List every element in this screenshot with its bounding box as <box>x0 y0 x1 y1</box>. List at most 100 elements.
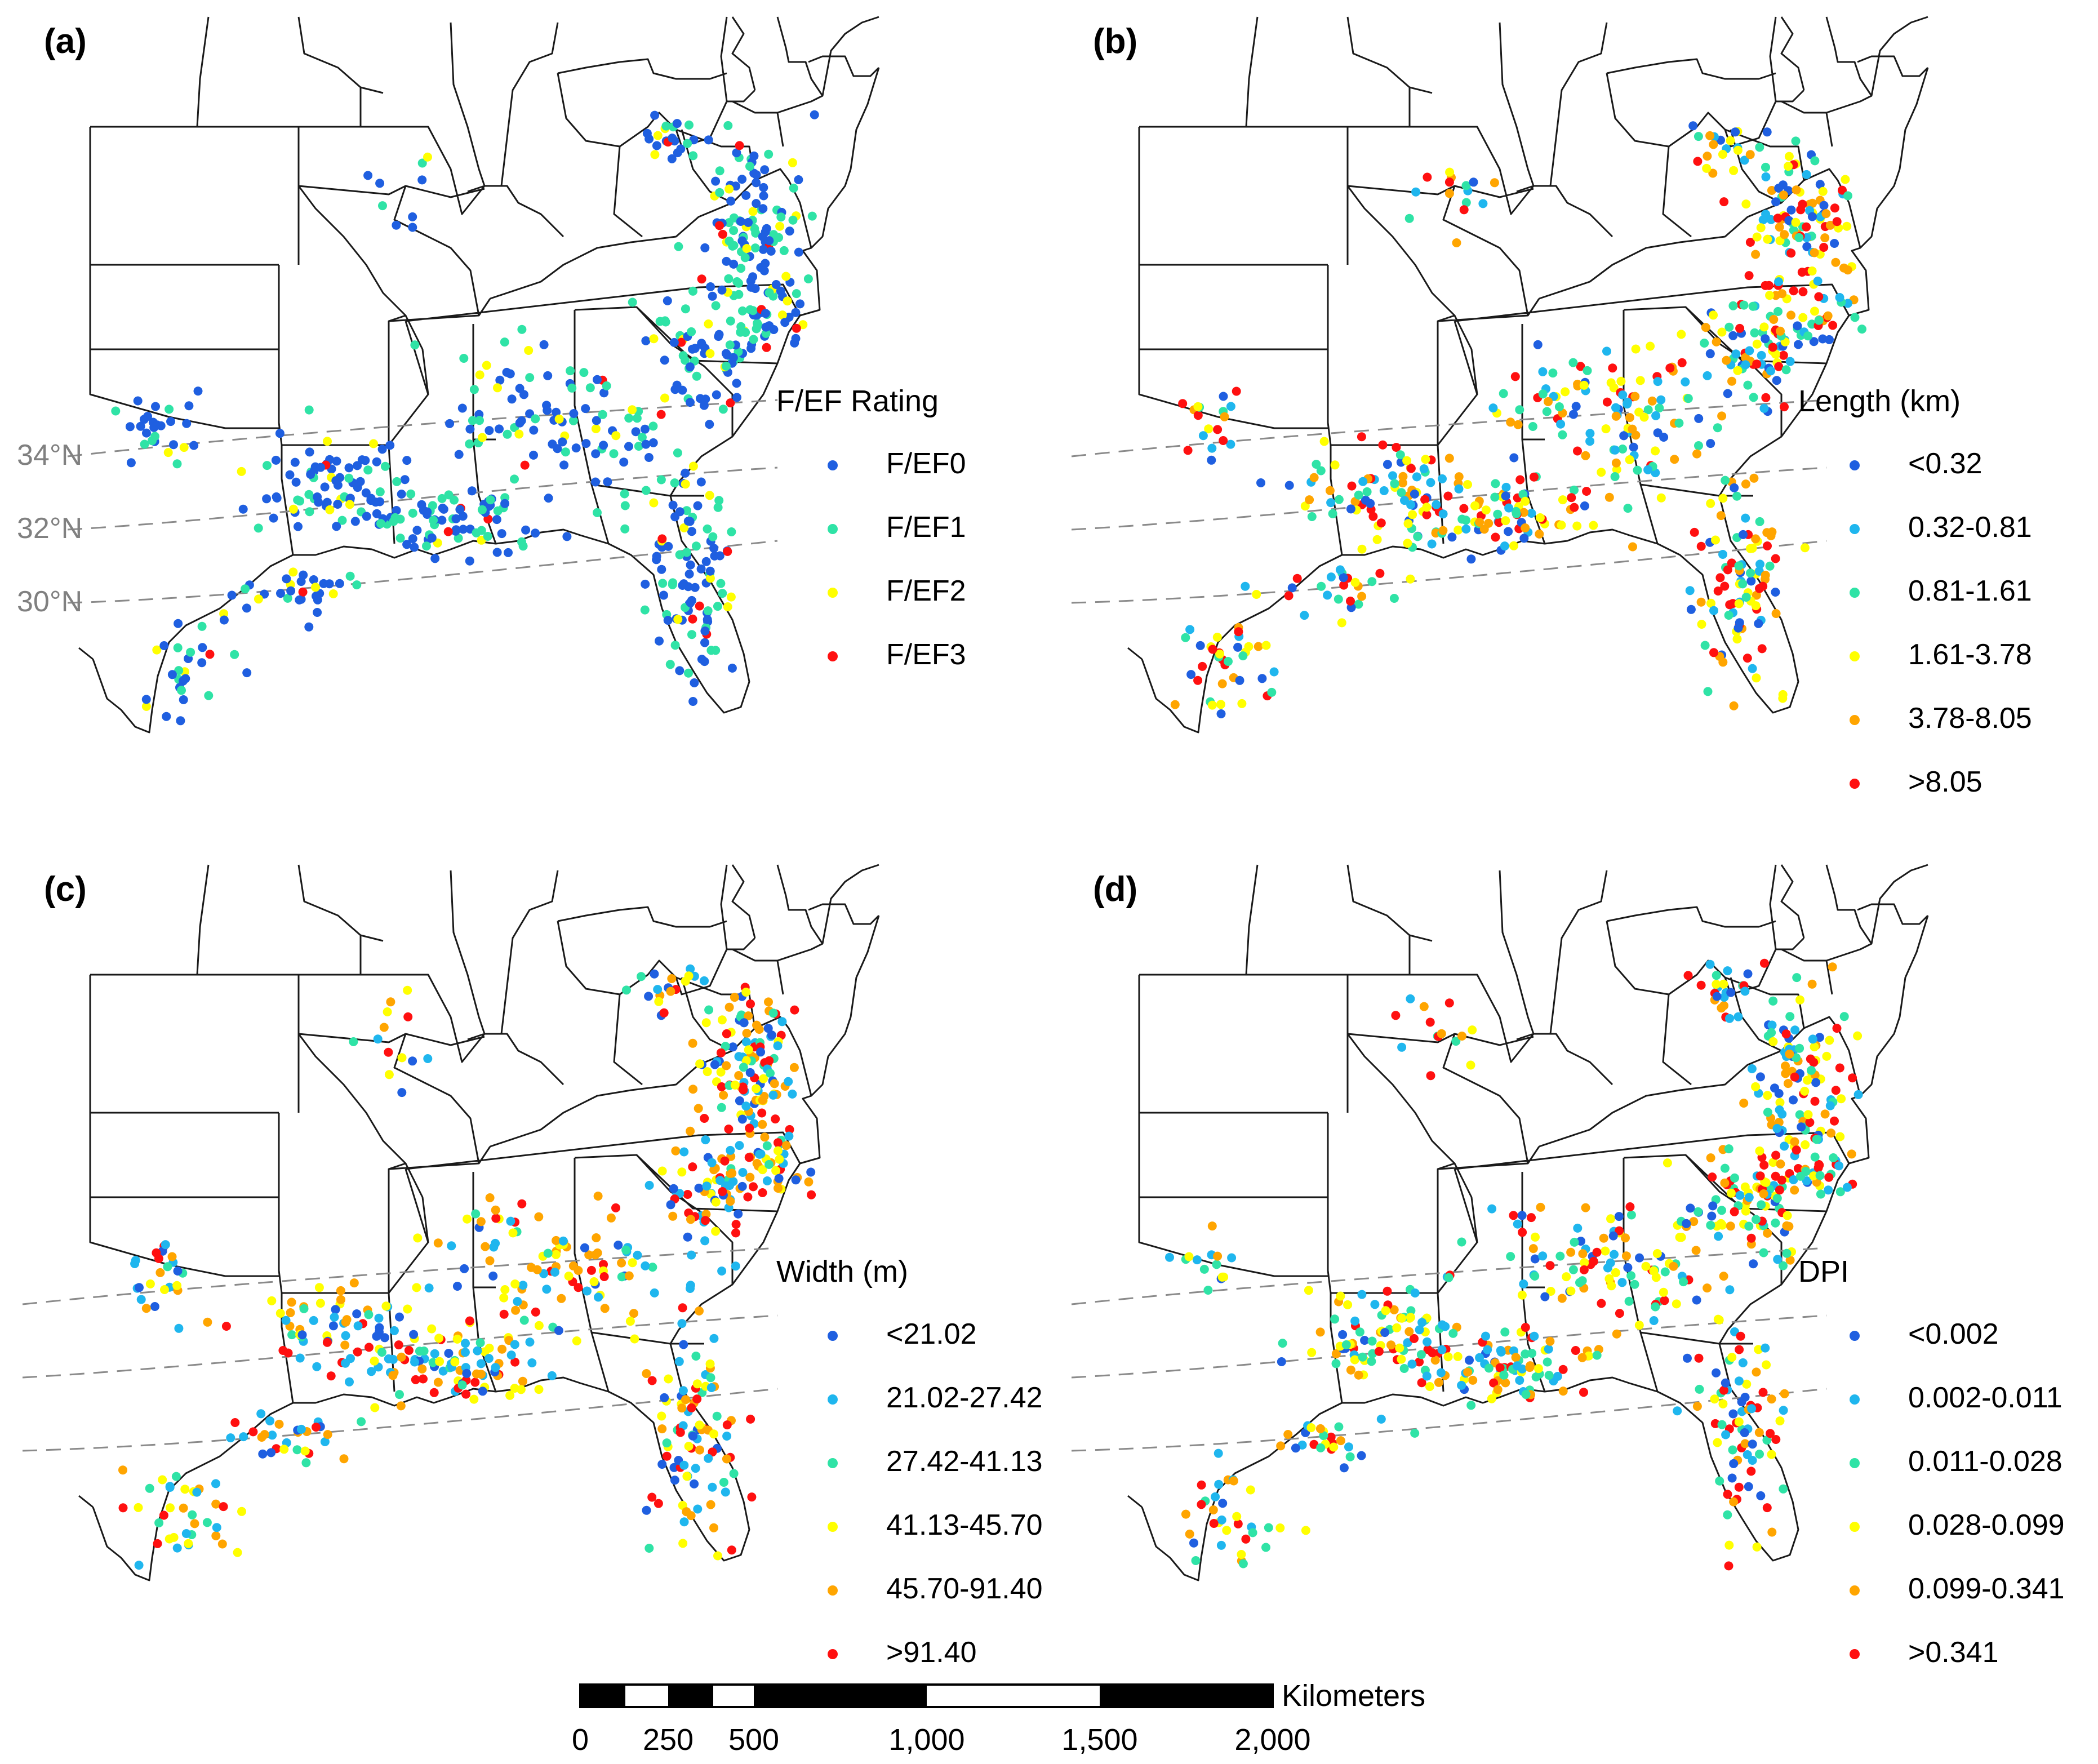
event-dot <box>1212 1260 1221 1269</box>
event-dot <box>593 508 602 517</box>
event-dot <box>1740 1393 1750 1402</box>
event-dot <box>1511 1353 1521 1362</box>
event-dot <box>1554 402 1564 411</box>
event-dot <box>675 1428 685 1437</box>
event-dot <box>581 404 590 414</box>
event-dot <box>1585 429 1595 438</box>
event-dot <box>403 1304 412 1314</box>
event-dot <box>1745 544 1755 553</box>
event-dot <box>666 987 675 996</box>
event-dot <box>283 1348 293 1358</box>
event-dot <box>758 245 768 254</box>
event-dot <box>377 445 387 454</box>
event-dot <box>375 1323 384 1332</box>
event-dot <box>1803 1076 1812 1085</box>
event-dot <box>227 590 237 600</box>
event-dot <box>1794 340 1803 349</box>
legend-swatch-c-5 <box>828 1649 838 1659</box>
event-dot <box>1570 485 1579 495</box>
legend-label-b-5: >8.05 <box>1908 766 1983 798</box>
event-dot <box>1350 577 1360 587</box>
event-dot <box>230 650 239 659</box>
event-dot <box>1572 521 1582 531</box>
event-dot <box>1493 509 1503 519</box>
event-dot <box>1789 286 1798 296</box>
event-dot <box>1234 627 1243 637</box>
legend-label-c-5: >91.40 <box>886 1636 977 1669</box>
event-dot <box>256 1409 266 1419</box>
event-dot <box>524 346 534 355</box>
event-dot <box>1608 1231 1618 1241</box>
event-dot <box>1628 424 1637 434</box>
scale-seg-1 <box>580 1685 625 1707</box>
event-dot <box>1810 1042 1819 1052</box>
legend-b: Length (km)<0.320.32-0.810.81-1.611.61-3… <box>1798 384 2032 798</box>
legend-label-c-4: 45.70-91.40 <box>886 1572 1043 1605</box>
event-dot <box>668 580 677 589</box>
event-dot <box>771 280 781 289</box>
event-dot <box>417 1364 427 1374</box>
event-dot <box>1755 1146 1764 1156</box>
event-dot <box>510 1279 520 1288</box>
event-dot <box>1745 238 1755 247</box>
event-dot <box>1198 661 1207 671</box>
event-dot <box>1515 1376 1524 1385</box>
event-dot <box>1610 445 1620 455</box>
event-dot <box>1582 487 1592 496</box>
event-dot <box>715 221 724 230</box>
event-dot <box>1766 366 1775 376</box>
event-dot <box>711 176 721 186</box>
event-dot <box>1235 676 1244 685</box>
event-dot <box>1767 1028 1776 1037</box>
event-dot <box>459 525 468 534</box>
event-dot <box>544 494 553 503</box>
event-dot <box>155 1268 165 1277</box>
event-dot <box>701 557 711 566</box>
event-dot <box>1410 1334 1419 1343</box>
event-dot <box>1802 242 1812 251</box>
event-dot <box>476 1217 486 1227</box>
event-dot <box>1457 1380 1466 1390</box>
event-dot <box>721 1042 730 1051</box>
event-dot <box>1213 1251 1223 1261</box>
event-dot <box>332 522 341 531</box>
event-dot <box>725 1181 735 1190</box>
event-dot <box>1193 411 1203 420</box>
event-dot <box>677 1403 687 1413</box>
event-dot <box>728 241 737 251</box>
event-dot <box>1700 641 1710 650</box>
event-dot <box>1518 1228 1527 1237</box>
event-dot <box>1183 446 1193 455</box>
event-dot <box>1170 700 1180 709</box>
event-dot <box>1705 131 1715 140</box>
event-dot <box>336 1286 345 1295</box>
event-dot <box>756 1047 766 1057</box>
event-dot <box>1630 392 1640 401</box>
event-dot <box>276 589 285 598</box>
event-dot <box>1618 445 1628 454</box>
event-dot <box>1264 1523 1273 1532</box>
event-dot <box>320 482 330 492</box>
event-dot <box>1601 1246 1610 1256</box>
event-dot <box>165 1482 175 1491</box>
event-dot <box>515 418 524 428</box>
event-dot <box>1181 1509 1190 1519</box>
event-dot <box>1468 1375 1478 1385</box>
latitude-line-c-0 <box>22 1247 778 1305</box>
event-dot <box>1571 1346 1580 1355</box>
event-dot <box>1740 1439 1750 1448</box>
event-dot <box>1389 594 1399 603</box>
event-dot <box>1719 1272 1728 1281</box>
event-dot <box>1375 568 1385 578</box>
event-dot <box>292 1445 302 1455</box>
event-dot <box>1775 1416 1785 1425</box>
event-dot <box>1621 1233 1630 1243</box>
event-dot <box>1496 1346 1505 1355</box>
event-dot <box>484 1354 494 1363</box>
event-dot <box>1797 1122 1806 1132</box>
event-dot <box>169 440 178 450</box>
event-dot <box>1540 1292 1550 1301</box>
event-dot <box>1556 419 1566 429</box>
event-dot <box>1815 180 1825 189</box>
scale-outline <box>579 1683 1274 1708</box>
